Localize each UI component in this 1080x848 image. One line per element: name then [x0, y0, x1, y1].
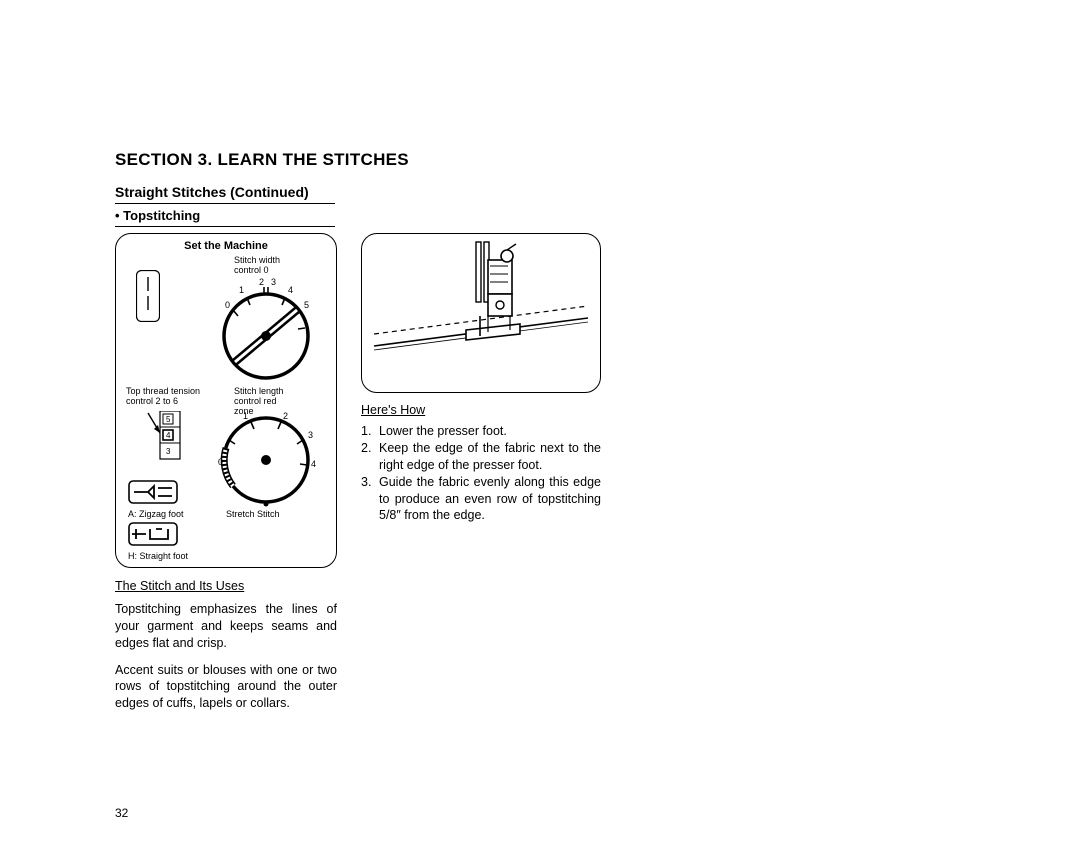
tension-val-4: 4: [166, 431, 171, 440]
page-number: 32: [115, 806, 128, 820]
tension-label: Top thread tension control 2 to 6: [126, 387, 200, 407]
list-item: 2. Keep the edge of the fabric next to t…: [361, 440, 601, 474]
stitch-length-dial: 0 1 2 3 4: [211, 410, 321, 518]
straight-foot-icon: [128, 522, 178, 550]
heres-how-heading: Here's How: [361, 401, 601, 419]
set-machine-panel: Set the Machine Stitch width control 0: [115, 233, 337, 568]
topic-heading: • Topstitching: [115, 208, 335, 227]
manual-page: SECTION 3. LEARN THE STITCHES Straight S…: [0, 0, 1080, 848]
presser-foot-icon: [466, 242, 520, 340]
tension-val-5: 5: [166, 415, 171, 424]
panel-title: Set the Machine: [124, 240, 328, 252]
foot-h-label: H: Straight foot: [128, 552, 188, 562]
instruction-list: 1. Lower the presser foot. 2. Keep the e…: [361, 423, 601, 524]
stitch-uses-heading: The Stitch and Its Uses: [115, 578, 337, 595]
width-tick-5: 5: [304, 300, 309, 310]
width-tick-3: 3: [271, 277, 276, 287]
tension-val-3: 3: [166, 447, 171, 456]
section-title: SECTION 3. LEARN THE STITCHES: [115, 150, 970, 170]
two-column-layout: Set the Machine Stitch width control 0: [115, 233, 970, 712]
width-tick-1: 1: [239, 285, 244, 295]
right-column: Here's How 1. Lower the presser foot. 2.…: [361, 233, 601, 712]
stitch-width-dial: 0 1 2 3 4 5: [211, 276, 321, 386]
tension-scale-icon: 5 4 3: [146, 411, 190, 465]
foot-a-label: A: Zigzag foot: [128, 510, 184, 520]
stitch-uses-p1: Topstitching emphasizes the lines of you…: [115, 601, 337, 652]
length-tick-0: 0: [218, 457, 223, 467]
width-tick-2: 2: [259, 277, 264, 287]
left-column: Set the Machine Stitch width control 0: [115, 233, 337, 712]
list-item: 3. Guide the fabric evenly along this ed…: [361, 474, 601, 525]
width-tick-0: 0: [225, 300, 230, 310]
zigzag-foot-icon: [128, 480, 178, 508]
stitch-slot-icon: [136, 270, 160, 322]
stitch-width-label: Stitch width control 0: [234, 256, 280, 276]
stitch-uses-p2: Accent suits or blouses with one or two …: [115, 662, 337, 713]
length-tick-1: 1: [243, 411, 248, 421]
illustration-panel: [361, 233, 601, 393]
subtitle: Straight Stitches (Continued): [115, 184, 335, 204]
list-item: 1. Lower the presser foot.: [361, 423, 601, 440]
width-tick-4: 4: [288, 285, 293, 295]
length-tick-2: 2: [283, 411, 288, 421]
topstitch-illustration: [370, 240, 592, 386]
length-tick-4: 4: [311, 459, 316, 469]
stretch-stitch-label: Stretch Stitch: [226, 510, 280, 520]
length-tick-3: 3: [308, 430, 313, 440]
